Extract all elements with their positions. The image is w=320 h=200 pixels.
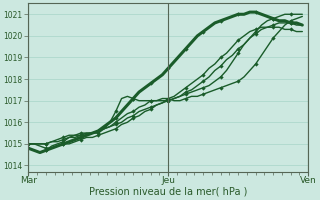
X-axis label: Pression niveau de la mer( hPa ): Pression niveau de la mer( hPa ): [89, 187, 247, 197]
